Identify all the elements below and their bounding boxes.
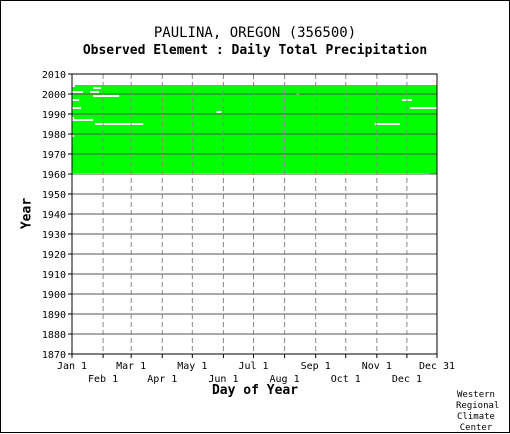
x-tick-label: Nov 1: [362, 361, 392, 372]
x-tick-label: Aug 1: [270, 374, 300, 385]
data-gap-missing: [409, 107, 437, 109]
x-tick-label: Feb 1: [88, 374, 118, 385]
y-tick-label: 1980: [42, 130, 66, 141]
y-tick-label: 1880: [42, 330, 66, 341]
y-tick-label: 2000: [42, 90, 66, 101]
x-tick-label: May 1: [177, 361, 207, 372]
data-gap-missing: [95, 123, 144, 125]
x-tick-label: Jan 1: [57, 361, 87, 372]
credit-text: Western Regional Climate Center: [456, 390, 500, 433]
x-tick-label: Dec 31: [419, 361, 455, 372]
chart-title: PAULINA, OREGON (356500): [153, 25, 357, 41]
x-tick-label: Jun 1: [208, 374, 238, 385]
data-gap-missing: [72, 107, 82, 109]
x-axis-label: Day of Year: [211, 383, 299, 398]
y-tick-label: 1950: [42, 190, 66, 201]
data-block-observed: [72, 85, 437, 173]
x-tick-label: Dec 1: [392, 374, 422, 385]
y-tick-label: 1910: [42, 270, 66, 281]
x-tick-label: Sep 1: [301, 361, 331, 372]
x-tick-label: Mar 1: [116, 361, 146, 372]
data-gap-missing: [72, 135, 75, 137]
chart-subtitle: Observed Element : Daily Total Precipita…: [82, 43, 428, 58]
plot-border: [71, 73, 438, 355]
data-gap-missing: [90, 91, 100, 93]
y-tick-label: 1900: [42, 290, 66, 301]
y-tick-label: 1870: [42, 350, 66, 361]
data-gap-missing: [374, 123, 400, 125]
y-tick-label: 1970: [42, 150, 66, 161]
y-tick-label: 1890: [42, 310, 66, 321]
x-tick-label: Jul 1: [238, 361, 268, 372]
data-gap-missing: [72, 99, 80, 101]
data-gap-missing: [216, 111, 222, 113]
x-tick-label: Oct 1: [331, 374, 361, 385]
y-tick-label: 1920: [42, 250, 66, 261]
x-tick-label: Apr 1: [147, 374, 177, 385]
data-gap-missing: [72, 91, 84, 93]
data-gap-missing: [93, 95, 120, 97]
y-tick-label: 1960: [42, 170, 66, 181]
y-tick-label: 1930: [42, 230, 66, 241]
y-axis-label: Year: [19, 197, 35, 230]
y-tick-label: 1990: [42, 110, 66, 121]
data-gap-missing: [72, 119, 94, 121]
y-tick-label: 2010: [42, 70, 66, 81]
data-gap-missing: [72, 85, 76, 87]
data-gap-missing: [93, 87, 102, 89]
y-tick-label: 1940: [42, 210, 66, 221]
data-gap-missing: [72, 117, 75, 119]
